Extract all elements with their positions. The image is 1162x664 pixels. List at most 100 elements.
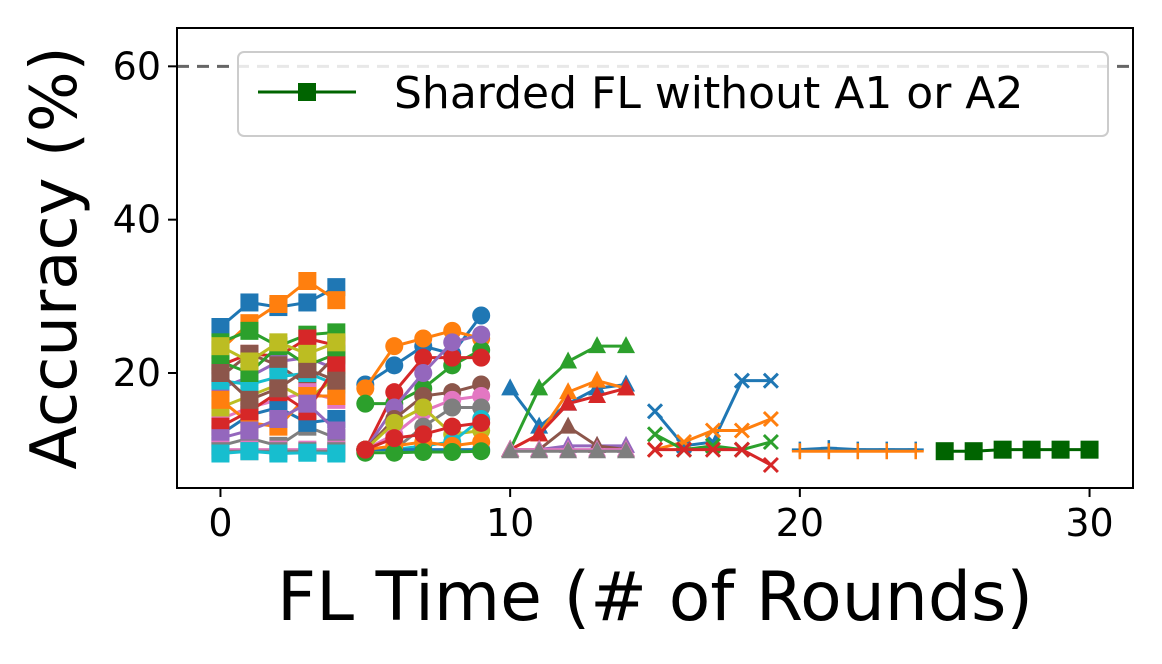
data-point <box>791 443 808 460</box>
data-point <box>385 383 404 402</box>
data-point <box>356 379 375 398</box>
data-point <box>211 390 230 409</box>
data-point <box>559 393 578 411</box>
data-point <box>414 348 433 367</box>
data-point <box>298 293 317 312</box>
legend: Sharded FL without A1 or A2 <box>237 51 1109 137</box>
data-point <box>559 382 578 400</box>
data-point <box>762 410 779 428</box>
data-point <box>530 378 549 396</box>
data-point <box>762 372 779 389</box>
data-point <box>269 444 288 463</box>
data-point <box>617 378 636 396</box>
legend-series-marker <box>298 83 316 101</box>
data-point <box>1022 440 1041 459</box>
axes: 0 10 20 30 20 40 60 <box>113 44 1114 545</box>
data-point <box>588 441 607 459</box>
data-point <box>993 440 1012 459</box>
series-sharded-fl <box>935 440 1099 461</box>
data-point <box>675 441 693 458</box>
data-point <box>327 371 346 390</box>
data-point <box>530 441 549 459</box>
data-point <box>762 456 779 474</box>
series-3-3 <box>646 441 779 474</box>
data-point <box>878 443 895 460</box>
data-point <box>385 337 404 356</box>
data-point <box>704 441 721 458</box>
series-group-circle <box>356 306 491 462</box>
data-point <box>617 441 636 459</box>
data-point <box>733 422 750 439</box>
data-point <box>327 421 346 440</box>
data-point <box>414 329 433 348</box>
data-point <box>501 441 520 459</box>
series-2-7 <box>501 441 636 459</box>
data-point <box>414 364 433 382</box>
data-point <box>559 351 578 369</box>
data-point <box>269 379 288 398</box>
series-group-triangle <box>501 336 636 459</box>
series-4-1 <box>791 443 924 460</box>
data-point <box>240 321 259 340</box>
data-point <box>472 325 491 344</box>
data-point <box>472 306 491 325</box>
data-point <box>327 387 346 405</box>
data-point <box>762 433 779 451</box>
data-point <box>501 378 520 396</box>
series-0-15 <box>211 360 346 409</box>
data-point <box>820 443 837 460</box>
data-point <box>472 348 491 367</box>
plot-frame <box>176 27 1134 489</box>
data-point <box>356 394 375 413</box>
data-point <box>646 426 664 443</box>
data-point <box>240 352 259 371</box>
data-point <box>269 333 288 352</box>
data-point <box>588 336 607 354</box>
plot-area <box>177 64 1133 474</box>
data-point <box>849 443 866 460</box>
legend-entry-label: Sharded FL without A1 or A2 <box>394 68 1023 119</box>
data-point <box>385 356 404 375</box>
data-point <box>385 413 404 432</box>
data-point <box>327 444 346 463</box>
data-point <box>211 337 230 356</box>
x-tick-label: 10 <box>486 501 534 545</box>
data-point <box>298 272 317 290</box>
series-group-plus <box>791 440 924 460</box>
series-group-square <box>211 272 346 463</box>
data-point <box>443 333 462 352</box>
series-0-18 <box>211 333 346 371</box>
data-point <box>240 442 259 461</box>
data-point <box>298 443 317 462</box>
data-point <box>298 394 317 413</box>
series-0-19 <box>211 442 346 463</box>
x-axis-title: FL Time (# of Rounds) <box>277 558 1033 637</box>
data-point <box>530 424 549 442</box>
x-tick-label: 0 <box>208 501 232 545</box>
data-point <box>964 442 983 461</box>
data-point <box>588 370 607 388</box>
data-point <box>269 295 288 313</box>
data-point <box>298 344 317 363</box>
data-point <box>559 441 578 459</box>
y-tick-label: 40 <box>113 198 161 242</box>
data-point <box>327 333 346 352</box>
data-point <box>327 291 346 310</box>
data-point <box>327 356 346 375</box>
data-point <box>443 417 462 436</box>
data-point <box>298 360 317 379</box>
data-point <box>733 372 750 389</box>
data-point <box>298 329 317 348</box>
data-point <box>559 416 578 434</box>
y-axis-title: Accuracy (%) <box>18 46 92 469</box>
data-point <box>414 398 433 417</box>
data-point <box>356 440 375 459</box>
data-point <box>588 386 607 403</box>
data-point <box>240 293 259 312</box>
data-point <box>211 444 230 463</box>
data-point <box>211 364 230 382</box>
data-point <box>385 429 404 448</box>
data-point <box>240 421 259 440</box>
data-point <box>385 443 404 462</box>
